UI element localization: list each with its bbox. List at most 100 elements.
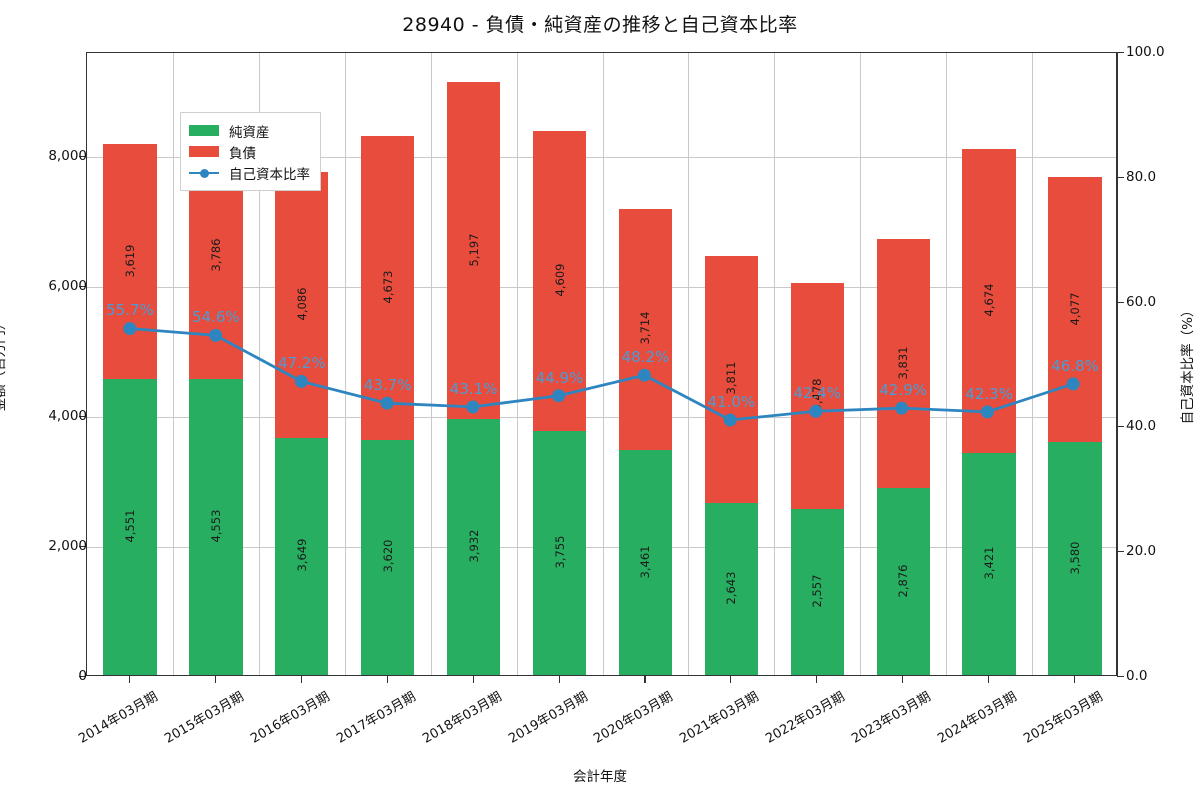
y-tick-label-right: 40.0	[1126, 418, 1157, 435]
y-tick-mark-left	[79, 676, 86, 678]
bar-segment-equity[interactable]: 3,421	[962, 452, 1016, 675]
ratio-data-point[interactable]	[980, 405, 994, 419]
ratio-data-point[interactable]	[123, 322, 137, 336]
bar-segment-equity[interactable]: 3,755	[532, 430, 587, 675]
y-tick-mark-right	[1117, 426, 1124, 428]
bar-segment-equity[interactable]: 3,580	[1048, 442, 1102, 675]
gridline-horizontal	[87, 157, 1116, 158]
bar-segment-liabilities[interactable]: 3,811	[704, 255, 758, 504]
y-tick-label-left: 8,000	[48, 148, 87, 164]
x-tick-mark	[300, 676, 302, 683]
bar-segment-equity[interactable]: 2,557	[790, 508, 844, 675]
ratio-data-point[interactable]	[637, 368, 651, 382]
ratio-value-label: 43.7%	[363, 376, 412, 395]
x-tick-mark	[730, 676, 732, 683]
bar-segment-liabilities[interactable]: 4,609	[532, 131, 587, 431]
y-tick-label-left: 6,000	[48, 278, 87, 294]
ratio-data-point[interactable]	[380, 396, 394, 410]
bar-segment-liabilities[interactable]: 3,831	[876, 239, 930, 489]
bar-group[interactable]: 4,673 3,620	[361, 135, 415, 675]
legend-item-equity-ratio: 自己資本比率	[189, 162, 310, 183]
ratio-value-label: 47.2%	[277, 354, 326, 373]
bar-segment-equity[interactable]: 2,876	[876, 488, 930, 675]
x-tick-mark	[386, 676, 388, 683]
y-tick-label-right: 0.0	[1126, 668, 1148, 684]
bar-segment-liabilities[interactable]: 4,086	[275, 172, 329, 438]
bar-segment-equity[interactable]: 3,932	[446, 419, 501, 675]
bar-group[interactable]: 4,086 3,649	[275, 172, 329, 675]
gridline-vertical	[430, 53, 432, 675]
bar-segment-liabilities[interactable]: 3,619	[103, 143, 157, 380]
x-tick-label: 2018年03月期	[419, 689, 505, 747]
bar-group[interactable]: 4,674 3,421	[962, 148, 1016, 675]
ratio-value-label: 54.6%	[192, 308, 240, 327]
ratio-data-point[interactable]	[466, 400, 480, 414]
ratio-value-label: 42.4%	[793, 384, 842, 403]
bar-group[interactable]: 3,478 2,557	[790, 282, 844, 675]
bar-segment-liabilities[interactable]: 3,714	[618, 208, 673, 451]
y-tick-label-right: 100.0	[1126, 44, 1165, 60]
x-tick-label: 2024年03月期	[935, 689, 1020, 747]
ratio-data-point[interactable]	[1066, 377, 1080, 391]
bar-segment-equity[interactable]: 4,553	[189, 379, 243, 675]
bar-segment-equity[interactable]: 4,551	[103, 379, 157, 675]
bar-group[interactable]: 4,077 3,580	[1048, 177, 1102, 675]
ratio-data-point[interactable]	[895, 401, 909, 415]
gridline-vertical	[172, 53, 174, 675]
legend-label-equity: 純資産	[229, 124, 270, 141]
bar-group[interactable]: 3,714 3,461	[618, 208, 673, 675]
x-tick-mark	[1074, 676, 1076, 683]
ratio-data-point[interactable]	[809, 404, 823, 418]
x-tick-mark	[902, 676, 904, 683]
bar-group[interactable]: 3,619 4,551	[103, 143, 157, 675]
gridline-vertical	[774, 53, 776, 675]
chart-legend: 純資産 負債 自己資本比率	[180, 112, 321, 191]
gridline-vertical	[258, 53, 260, 675]
x-tick-label: 2022年03月期	[763, 689, 848, 747]
legend-label-liabilities: 負債	[229, 145, 256, 162]
bar-segment-equity[interactable]: 3,649	[275, 437, 329, 675]
y-tick-mark-left	[79, 416, 86, 418]
ratio-data-point[interactable]	[723, 413, 737, 427]
x-tick-mark	[214, 676, 216, 683]
y-axis-label-left: 金額（百万円）	[0, 316, 8, 412]
x-tick-label: 2016年03月期	[248, 689, 333, 747]
y-tick-mark-right	[1117, 52, 1124, 54]
bar-segment-liabilities[interactable]: 5,197	[446, 81, 501, 420]
y-tick-label-left: 4,000	[48, 408, 87, 424]
gridline-horizontal	[87, 287, 1116, 288]
bar-segment-equity[interactable]: 3,461	[618, 450, 673, 675]
bar-group[interactable]: 4,609 3,755	[532, 131, 587, 675]
x-tick-mark	[988, 676, 990, 683]
bar-group[interactable]: 3,831 2,876	[876, 239, 930, 675]
ratio-value-label: 55.7%	[106, 301, 154, 320]
bar-segment-liabilities[interactable]: 4,674	[962, 148, 1016, 453]
bar-segment-liabilities[interactable]: 4,077	[1048, 177, 1102, 443]
y-tick-mark-right	[1117, 301, 1124, 303]
right-axis-line	[1117, 52, 1119, 676]
y-tick-label-right: 80.0	[1126, 168, 1157, 185]
bar-segment-equity[interactable]: 2,643	[704, 503, 758, 675]
x-tick-label: 2017年03月期	[333, 689, 419, 747]
y-tick-mark-right	[1117, 176, 1124, 178]
ratio-value-label: 43.1%	[449, 380, 498, 399]
bar-group[interactable]: 5,197 3,932	[446, 81, 501, 675]
y-tick-mark-right	[1117, 676, 1124, 678]
gridline-horizontal	[87, 417, 1116, 418]
y-axis-label-right: 自己資本比率（%）	[1180, 303, 1196, 425]
ratio-data-point[interactable]	[294, 374, 308, 388]
bar-group[interactable]: 3,811 2,643	[704, 255, 758, 675]
gridline-vertical	[688, 53, 690, 675]
ratio-data-point[interactable]	[552, 389, 566, 403]
ratio-line-path	[129, 327, 1074, 422]
x-tick-mark	[472, 676, 474, 683]
bar-segment-liabilities[interactable]: 4,673	[361, 135, 415, 440]
bar-segment-liabilities[interactable]: 3,478	[790, 282, 844, 509]
x-tick-mark	[128, 676, 131, 683]
legend-line-marker-icon	[189, 167, 219, 178]
y-tick-mark-left	[79, 156, 86, 158]
bar-segment-equity[interactable]: 3,620	[361, 439, 415, 675]
y-tick-label-left: 2,000	[48, 538, 87, 554]
y-tick-mark-left	[79, 286, 86, 288]
ratio-data-point[interactable]	[209, 328, 223, 342]
